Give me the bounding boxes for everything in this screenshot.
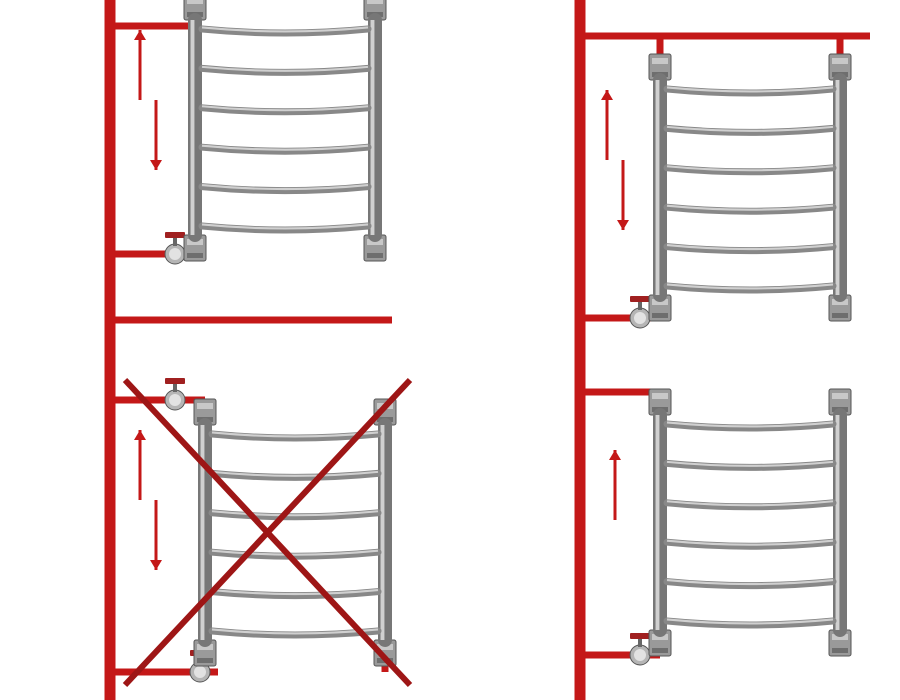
valve-handle-icon (630, 296, 650, 302)
valve-handle-icon (165, 232, 185, 238)
riser-pipe (105, 0, 116, 700)
connection-scheme (575, 0, 852, 700)
riser-pipe (575, 0, 586, 700)
flow-arrows-icon (601, 90, 629, 230)
flow-arrows-icon (609, 450, 621, 520)
flow-arrows-icon (134, 430, 162, 570)
towel-rail (649, 54, 851, 321)
valve-handle-icon (630, 633, 650, 639)
flow-arrows-icon (134, 30, 162, 170)
plumbing-diagram (0, 0, 900, 700)
valve-handle-icon (165, 378, 185, 384)
towel-rail (184, 0, 386, 261)
towel-rail (194, 399, 396, 666)
towel-rail (649, 389, 851, 656)
ball-valve-icon (157, 378, 193, 410)
connection-scheme (575, 30, 871, 700)
